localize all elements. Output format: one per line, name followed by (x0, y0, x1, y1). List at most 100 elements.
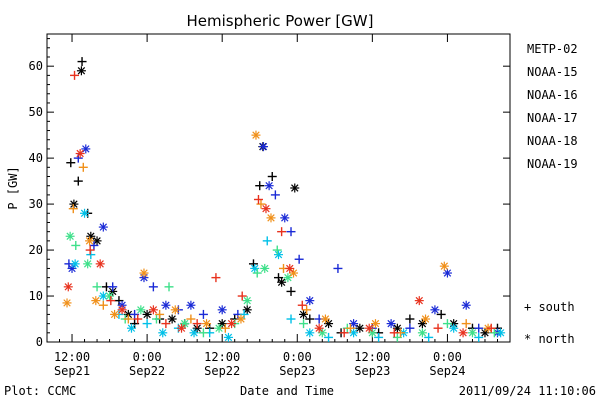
plot-frame (46, 33, 511, 343)
south-point (220, 323, 230, 333)
south-point (424, 332, 434, 342)
south-point (133, 314, 143, 324)
north-point (364, 323, 374, 333)
south-point (339, 328, 349, 338)
south-point (161, 319, 171, 329)
south-point (442, 319, 452, 329)
north-point (136, 305, 146, 315)
north-point (274, 250, 283, 260)
south-point (474, 323, 484, 333)
y-tick-label: 40 (29, 151, 43, 165)
north-point (305, 328, 315, 338)
legend-item: NOAA-18 (527, 134, 578, 148)
south-point (286, 314, 296, 324)
north-point (370, 319, 380, 329)
north-point (439, 261, 449, 271)
south-point (68, 204, 78, 214)
south-point (130, 309, 140, 319)
north-point (277, 277, 287, 287)
marker-legend: + south * north (524, 300, 575, 346)
legend-item: NOAA-16 (527, 88, 578, 102)
south-point (486, 323, 496, 333)
south-point (106, 296, 116, 306)
north-point (421, 314, 431, 324)
north-point (98, 222, 108, 232)
north-point (217, 305, 227, 315)
south-point (237, 291, 247, 301)
north-point (317, 328, 327, 338)
south-point (73, 176, 83, 186)
y-axis-label: P [GW] (6, 166, 20, 209)
north-point (458, 328, 468, 338)
north-point (202, 319, 212, 329)
south-point (489, 328, 499, 338)
north-point (414, 296, 424, 306)
legend-item: METP-02 (527, 42, 578, 56)
south-point (299, 319, 309, 329)
south-point (164, 282, 174, 292)
marker-legend-south: + south (524, 300, 575, 314)
series-noaa-19 (63, 70, 496, 338)
north-point (217, 319, 227, 329)
south-point (108, 282, 118, 292)
x-tick-label-time: 12:00 (204, 350, 240, 364)
series-metp-02 (66, 57, 502, 338)
south-point (436, 309, 446, 319)
legend-item: NOAA-19 (527, 157, 578, 171)
north-point (76, 66, 86, 76)
north-point (177, 323, 187, 333)
south-point (461, 319, 471, 329)
north-point (349, 319, 359, 329)
footer-timestamp: 2011/09/24 11:10:06 (459, 384, 596, 398)
north-point (355, 323, 365, 333)
north-point (105, 291, 115, 301)
north-point (264, 181, 274, 191)
x-tick-label-date: Sep24 (429, 364, 465, 378)
series-noaa-16 (70, 208, 506, 342)
x-tick-label-time: 12:00 (54, 350, 90, 364)
north-point (186, 300, 196, 310)
north-point (126, 323, 136, 333)
series-noaa-17 (65, 231, 499, 342)
chart-title: Hemispheric Power [GW] (187, 12, 374, 30)
x-tick-label-time: 0:00 (433, 350, 462, 364)
north-point (266, 213, 276, 223)
north-point (349, 328, 359, 338)
x-tick-label-date: Sep22 (204, 364, 240, 378)
south-point (186, 314, 196, 324)
north-point (242, 296, 252, 306)
north-point (392, 323, 402, 333)
south-point (474, 332, 484, 342)
north-point (86, 231, 96, 241)
north-point (189, 328, 199, 338)
south-point (324, 332, 334, 342)
x-tick-label-date: Sep23 (354, 364, 390, 378)
north-point (91, 296, 101, 306)
south-point (89, 240, 99, 250)
north-point (117, 305, 127, 315)
north-point (223, 332, 233, 342)
north-point (461, 300, 471, 310)
x-tick-label-time: 12:00 (354, 350, 390, 364)
y-tick-label: 20 (29, 243, 43, 257)
north-point (417, 328, 427, 338)
north-point (283, 273, 293, 283)
series-noaa-18 (62, 130, 493, 338)
north-point (417, 319, 427, 329)
south-point (297, 300, 307, 310)
north-point (320, 314, 330, 324)
south-point (192, 319, 202, 329)
north-point (85, 236, 95, 246)
south-point (151, 314, 161, 324)
north-point (80, 208, 90, 218)
south-point (392, 332, 402, 342)
north-point (62, 298, 72, 308)
north-point (161, 300, 171, 310)
south-point (239, 309, 249, 319)
north-point (367, 328, 377, 338)
y-tick-label: 0 (36, 335, 43, 349)
south-point (155, 309, 165, 319)
north-point (467, 328, 477, 338)
south-point (211, 273, 221, 283)
north-point (290, 183, 300, 193)
